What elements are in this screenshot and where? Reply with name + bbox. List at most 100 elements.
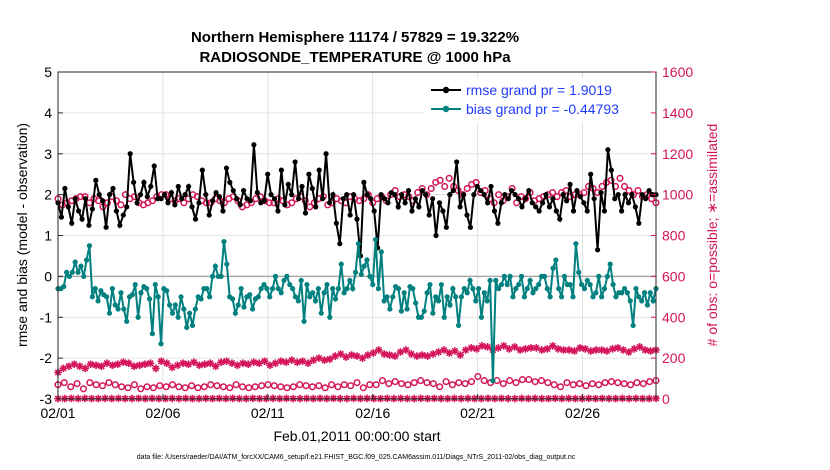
series-3-point-29 (211, 362, 220, 371)
series-4-point-24 (207, 381, 215, 389)
series-4-point-48 (359, 384, 367, 392)
series-3-point-71 (440, 346, 448, 354)
series-3-point-28 (206, 359, 215, 368)
series-0-point-121 (471, 192, 477, 198)
series-1-point-61 (229, 296, 236, 302)
series-1-point-24 (124, 318, 130, 324)
series-3-point-79 (483, 343, 492, 351)
series-5-point-79 (585, 394, 593, 403)
series-1-point-106 (358, 271, 364, 277)
series-1-point-67 (247, 292, 253, 298)
series-0-point-131 (505, 196, 511, 202)
series-3-point-6 (86, 360, 95, 369)
series-1-point-83 (292, 294, 299, 300)
series-0-point-134 (515, 196, 522, 202)
series-3-point-73 (451, 347, 459, 355)
series-5-point-69 (517, 394, 526, 403)
series-1-point-199 (624, 290, 630, 296)
series-0-point-61 (265, 171, 271, 177)
series-5-point-32 (269, 394, 277, 403)
series-1-point-140 (455, 322, 462, 329)
series-4-point-2 (67, 383, 75, 391)
series-0-point-69 (292, 159, 298, 165)
series-5-point-56 (430, 394, 439, 403)
series-2-point-129 (634, 186, 642, 195)
series-0-point-66 (282, 202, 288, 208)
series-3-point-60 (380, 350, 388, 358)
series-4-point-55 (404, 381, 412, 389)
series-0-point-47 (216, 194, 223, 200)
series-2-point-83 (427, 184, 435, 193)
series-5-point-44 (349, 394, 358, 403)
series-5-point-17 (168, 394, 177, 403)
series-0-point-48 (220, 208, 226, 214)
series-1-point-17 (104, 294, 110, 300)
series-1-point-167 (533, 286, 539, 292)
series-1-point-120 (398, 308, 404, 314)
series-0-point-67 (285, 181, 291, 188)
series-4-point-42 (321, 384, 329, 392)
series-0-point-167 (629, 192, 635, 198)
series-0-point-7 (79, 216, 85, 222)
series-3-point-66 (413, 352, 421, 360)
series-0-point-145 (553, 208, 559, 214)
series-2-point-52 (288, 199, 296, 207)
series-0-point-169 (636, 220, 642, 226)
series-0-point-140 (536, 208, 542, 214)
series-4-point-20 (181, 384, 189, 392)
series-4-point-32 (258, 382, 266, 390)
x-tick-label-3: 02/16 (355, 405, 390, 421)
series-0-point-118 (460, 192, 467, 198)
series-3-point-109 (646, 347, 655, 355)
series-2-point-125 (616, 174, 624, 182)
series-1-point-122 (404, 306, 410, 312)
series-4-point-73 (518, 376, 526, 384)
series-1-point-190 (599, 294, 605, 300)
series-4-point-86 (601, 379, 609, 387)
series-0-point-144 (550, 196, 556, 202)
series-5-point-71 (531, 394, 539, 403)
series-0-point-35 (175, 183, 181, 190)
series-4-point-82 (576, 380, 584, 388)
x-axis-label: Feb.01,2011 00:00:00 start (273, 428, 440, 444)
series-4-point-23 (200, 383, 208, 391)
series-0-point-28 (151, 163, 157, 169)
series-0-point-2 (62, 185, 68, 192)
series-1-point-12 (89, 294, 95, 300)
series-0-point-12 (96, 192, 102, 198)
y-tick-label-7: 4 (44, 105, 52, 121)
y-tick-label-3: 0 (44, 268, 52, 284)
series-1-point-141 (458, 294, 465, 300)
series-3-point-7 (92, 361, 100, 370)
legend-bias-marker (442, 105, 450, 113)
series-4-point-27 (226, 384, 234, 392)
series-3-point-47 (309, 356, 318, 364)
series-0-point-125 (484, 200, 491, 206)
series-1-point-53 (207, 294, 213, 300)
series-0-point-52 (234, 196, 240, 202)
series-1-point-172 (547, 294, 553, 300)
series-0-point-38 (185, 183, 192, 190)
series-1-point-2 (61, 283, 67, 290)
series-0-point-124 (481, 192, 487, 198)
series-1-point-42 (175, 314, 181, 320)
series-0-point-164 (619, 208, 625, 214)
y-tick-label-2: -1 (40, 309, 53, 325)
series-0-point-18 (117, 222, 123, 228)
series-3-point-82 (499, 342, 508, 350)
series-3-point-12 (119, 358, 128, 367)
series-0-point-6 (76, 208, 82, 214)
series-0-point-91 (368, 196, 374, 202)
series-0-point-149 (567, 181, 573, 188)
series-3-point-30 (217, 358, 225, 367)
series-0-point-120 (467, 224, 474, 230)
series-5-point-19 (181, 394, 190, 403)
series-1-point-174 (553, 257, 559, 263)
series-0-point-116 (454, 159, 460, 165)
series-1-point-93 (321, 290, 327, 296)
series-4-point-83 (582, 382, 590, 390)
series-1-point-99 (338, 261, 344, 267)
series-0-point-24 (137, 192, 144, 198)
series-0-point-75 (313, 204, 319, 210)
series-1-point-103 (350, 286, 356, 292)
